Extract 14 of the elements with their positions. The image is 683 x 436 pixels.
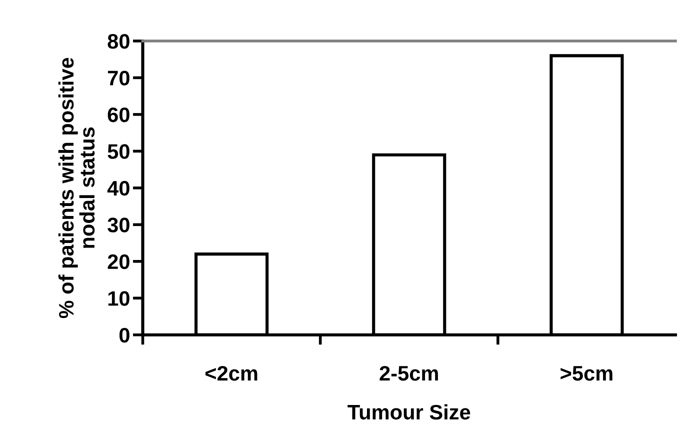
y-tick-label: 50 <box>108 144 130 159</box>
y-axis-title: % of patients with positive nodal status <box>58 58 95 318</box>
x-tick-label: <2cm <box>205 366 258 381</box>
y-tick-label: 30 <box>108 218 130 232</box>
y-tick-label: 40 <box>107 180 130 196</box>
y-tick-label: 60 <box>108 107 130 122</box>
y-tick-label: 0 <box>119 328 130 343</box>
x-tick-label: 2-5cm <box>380 366 438 381</box>
y-tick-label: 10 <box>108 291 130 306</box>
y-tick-label: 70 <box>108 70 130 86</box>
y-tick-label: 20 <box>108 254 130 270</box>
x-tick-label: >5cm <box>560 366 612 381</box>
y-tick-label: 80 <box>108 34 130 49</box>
x-axis-title: Tumour Size <box>348 404 470 420</box>
